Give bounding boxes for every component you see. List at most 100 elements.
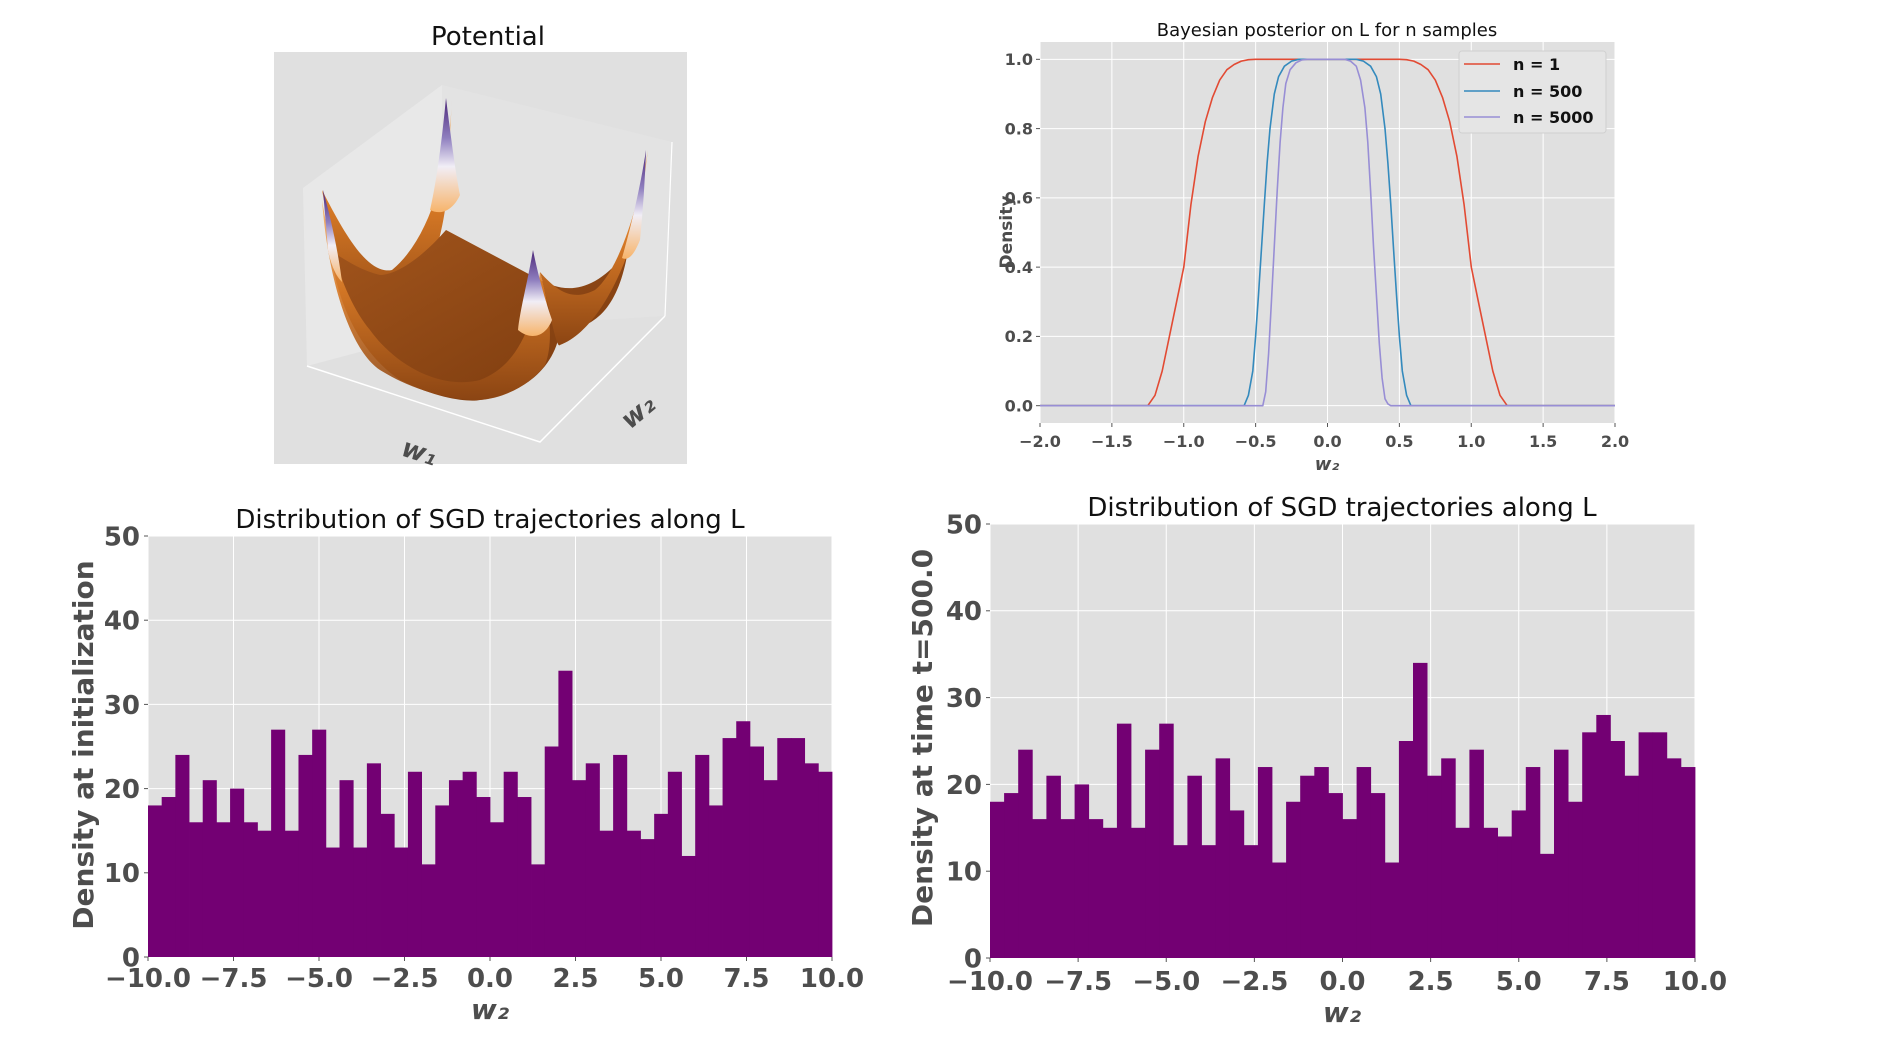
histogram-bar [339, 780, 354, 957]
histogram-bar [490, 822, 505, 957]
histogram-bar [1680, 767, 1696, 958]
histogram-init-panel: Distribution of SGD trajectories along L… [67, 505, 864, 1026]
histogram-bar [1102, 827, 1118, 958]
hist-t500-title: Distribution of SGD trajectories along L [1087, 493, 1597, 523]
potential-spike-front [518, 250, 552, 336]
x-tick-label: −2.5 [371, 964, 439, 994]
histogram-bar [1187, 775, 1202, 958]
x-tick-label: −2.5 [1220, 967, 1288, 997]
histogram-bar [1554, 749, 1569, 958]
y-tick-label: 0 [122, 943, 140, 973]
y-tick-label: 0.6 [1005, 189, 1033, 208]
histogram-bar [736, 721, 751, 957]
histogram-bar [1638, 732, 1654, 958]
x-tick-label: −0.5 [1235, 432, 1277, 451]
histogram-bar [1257, 767, 1273, 958]
posterior-panel: Bayesian posterior on L for n samples −2… [997, 20, 1629, 475]
legend-box [1458, 50, 1607, 134]
histogram-bar [1610, 741, 1625, 958]
histogram-bar [298, 754, 313, 957]
histogram-bar [448, 780, 464, 957]
histogram-bar [1145, 749, 1160, 958]
hist-init-yticks: 0 10 20 30 40 50 [104, 522, 148, 973]
y-tick-label: 0 [964, 944, 982, 974]
y-tick-label: 30 [104, 691, 140, 721]
histogram-bar [1398, 741, 1414, 958]
histogram-bar [1201, 845, 1216, 958]
x-tick-label: −10.0 [105, 964, 191, 994]
histogram-bar [1229, 810, 1245, 958]
x-tick-label: 1.0 [1457, 432, 1485, 451]
histogram-bar [1215, 758, 1231, 958]
histogram-bar [1427, 775, 1442, 958]
histogram-bar [462, 771, 477, 957]
hist-init-xticks: −10.0 −7.5 −5.0 −2.5 0.0 2.5 5.0 7.5 10.0 [105, 957, 864, 994]
potential-spike-back [430, 98, 460, 213]
legend-label-n1: n = 1 [1513, 55, 1560, 74]
posterior-line-n5000 [1040, 58, 1615, 407]
histogram-bar [1173, 845, 1188, 958]
hist-t500-yticks: 0 10 20 30 40 50 [946, 510, 990, 974]
histogram-bar [1568, 801, 1583, 958]
hist-t500-bars [990, 662, 1696, 958]
histogram-bar [790, 738, 806, 957]
histogram-bar [312, 729, 327, 957]
histogram-bar [1131, 827, 1146, 958]
hist-t500-xlabel: w₂ [1323, 996, 1362, 1029]
x-tick-label: −2.0 [1019, 432, 1061, 451]
histogram-bar [544, 746, 559, 957]
y-tick-label: 0.4 [1005, 258, 1033, 277]
histogram-bar [503, 771, 518, 957]
histogram-bar [1314, 767, 1329, 958]
x-tick-label: 5.0 [1496, 967, 1542, 997]
histogram-bar [353, 847, 368, 957]
histogram-bar [1511, 810, 1527, 958]
histogram-bar [284, 830, 299, 957]
histogram-bar [626, 830, 641, 957]
x-tick-label: 2.5 [1408, 967, 1454, 997]
histogram-bar [1469, 749, 1484, 958]
histogram-bar [1328, 793, 1343, 958]
histogram-bar [1356, 767, 1372, 958]
x-tick-label: 2.5 [552, 964, 598, 994]
histogram-bar [531, 864, 546, 957]
histogram-bar [599, 830, 614, 957]
histogram-bar [1525, 767, 1541, 958]
histogram-bar [476, 797, 491, 957]
histogram-bar [366, 763, 381, 957]
histogram-bar [1441, 758, 1456, 958]
histogram-bar [667, 771, 682, 957]
histogram-bar [749, 746, 764, 957]
histogram-bar [380, 813, 395, 957]
histogram-bar [1286, 801, 1301, 958]
x-tick-label: 0.5 [1385, 432, 1413, 451]
histogram-bar [708, 805, 723, 957]
histogram-bar [1116, 723, 1132, 958]
x-tick-label: 10.0 [800, 964, 864, 994]
posterior-ylabel: Density [997, 196, 1017, 269]
y-tick-label: 1.0 [1005, 50, 1033, 69]
potential-panel: Potential w₁ w₂ [274, 22, 687, 473]
histogram-bar [1032, 819, 1047, 958]
y-tick-label: 30 [946, 684, 982, 714]
x-tick-label: 2.0 [1601, 432, 1629, 451]
histogram-bar [1497, 836, 1513, 958]
y-tick-label: 10 [104, 859, 140, 889]
histogram-bar [777, 738, 792, 957]
histogram-bar [695, 754, 710, 957]
histogram-bar [804, 763, 819, 957]
histogram-bar [216, 822, 231, 957]
hist-init-bars [148, 670, 833, 957]
histogram-t500-panel: Distribution of SGD trajectories along L… [906, 493, 1727, 1029]
potential-title: Potential [431, 22, 545, 52]
hist-init-title: Distribution of SGD trajectories along L [235, 505, 745, 535]
histogram-bar [243, 822, 258, 957]
histogram-bar [1159, 723, 1174, 958]
x-tick-label: 0.0 [1313, 432, 1341, 451]
x-tick-label: 5.0 [638, 964, 684, 994]
posterior-xticks: −2.0 −1.5 −1.0 −0.5 0.0 0.5 1.0 1.5 2.0 [1019, 423, 1629, 451]
x-tick-label: −7.5 [1044, 967, 1112, 997]
histogram-bar [572, 780, 587, 957]
x-tick-label: 7.5 [1584, 967, 1630, 997]
histogram-bar [1060, 819, 1075, 958]
